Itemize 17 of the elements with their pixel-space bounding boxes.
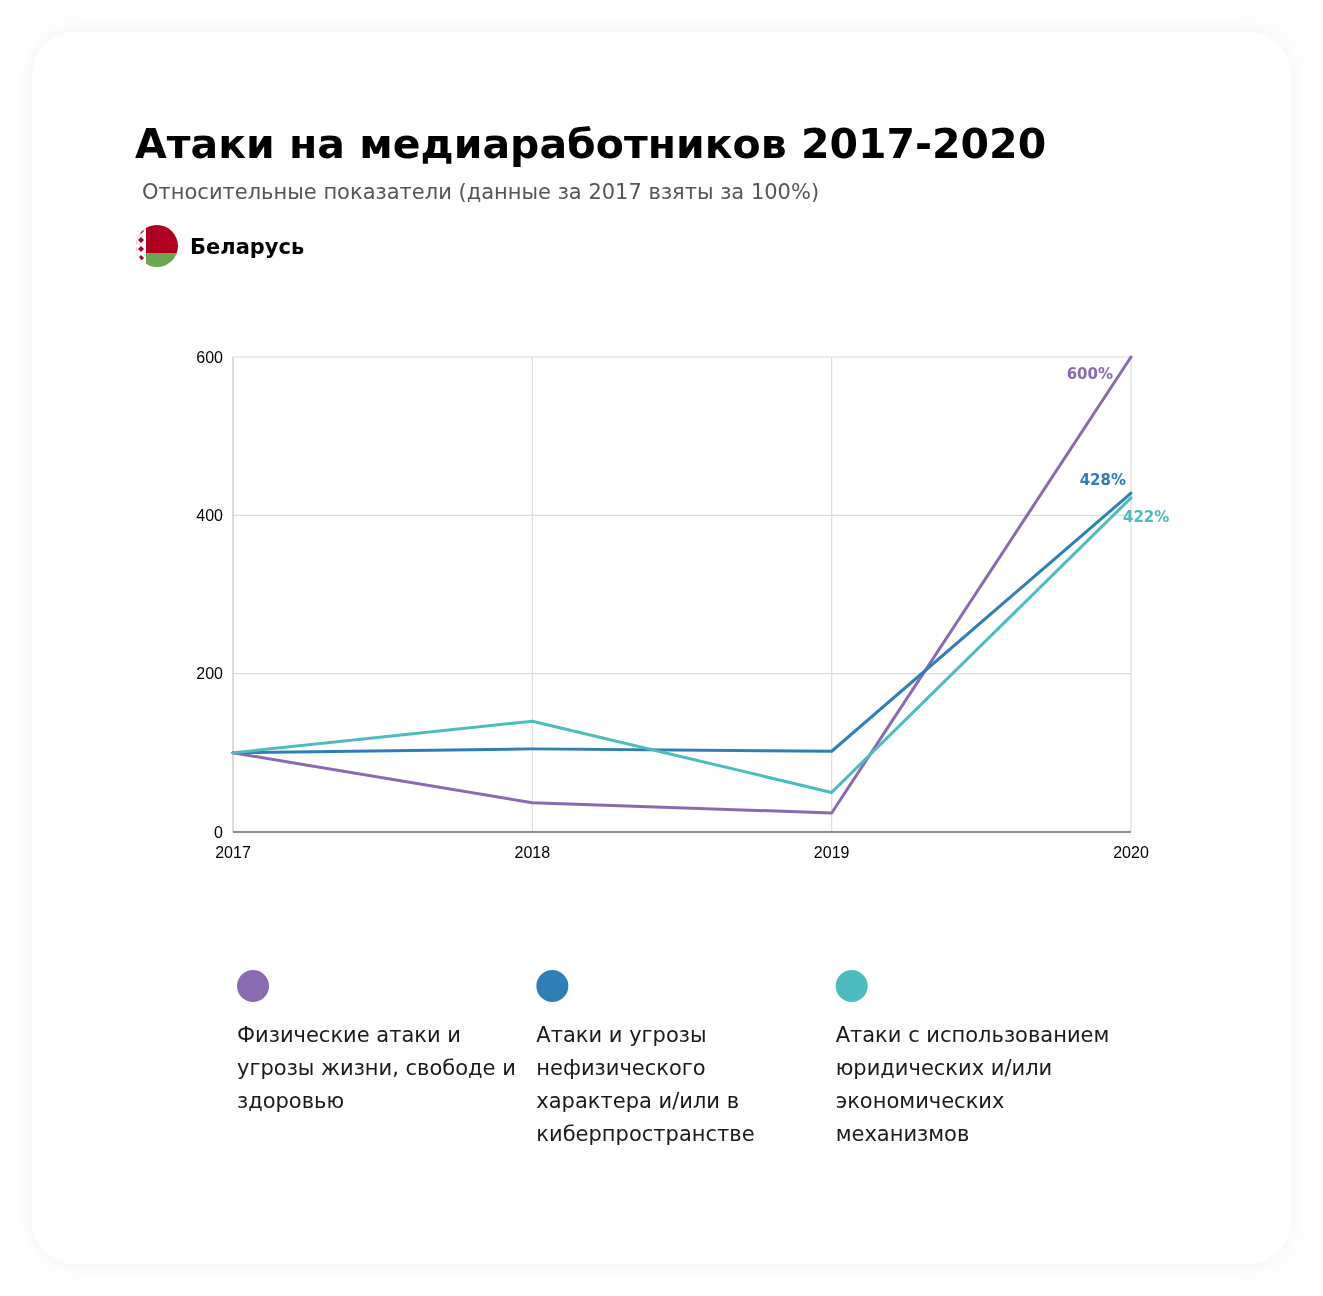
y-tick-label: 0 [214,823,224,841]
chart-title: Атаки на медиаработников 2017-2020 [135,120,1047,168]
data-label: 422% [1123,507,1170,526]
x-tick-label: 2020 [1113,844,1149,861]
legend-label: Физические атаки и угрозы жизни, свободе и здоровью [237,1023,516,1113]
data-label: 600% [1066,365,1113,383]
legend-label: Атаки с использованием юридических и/или экономических механизмов [835,1023,1110,1146]
y-tick-label: 400 [196,506,224,524]
y-tick-label: 600 [196,348,224,366]
x-tick-label: 2019 [813,844,850,861]
legend-label: Атаки и угрозы нефизического характера и/или в киберпространстве [536,1023,755,1146]
text: Беларусь [190,235,305,259]
x-tick-label: 2018 [514,844,551,861]
chart-subtitle: Относительные показатели (данные за 2017 взяты за 100%) [142,180,820,204]
data-label: 428% [1079,471,1126,490]
x-tick-label: 2017 [215,844,251,861]
y-tick-label: 200 [196,665,224,683]
